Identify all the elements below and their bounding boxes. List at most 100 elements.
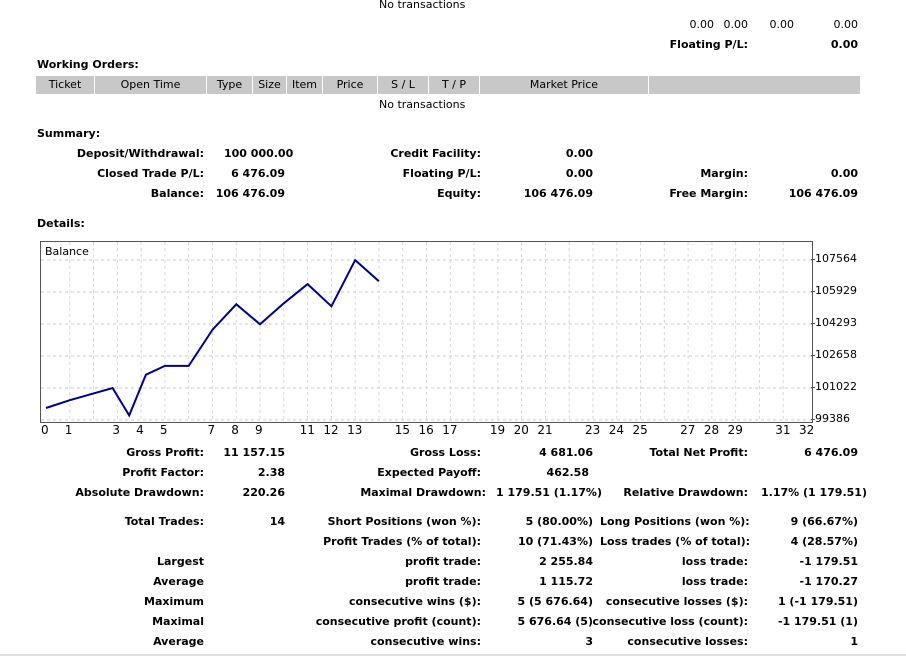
col-item[interactable]: Item — [287, 76, 323, 94]
y-tick-label: 105929 — [815, 283, 857, 297]
total-value-1: 0.00 — [689, 18, 715, 31]
largest-label: Largest — [157, 555, 204, 568]
balance-label: Balance: — [150, 187, 204, 200]
expected-payoff-value: 462.58 — [546, 466, 589, 479]
x-tick-label: 3 — [112, 423, 120, 437]
equity-value: 106 476.09 — [523, 187, 593, 200]
gross-profit-label: Gross Profit: — [126, 446, 204, 459]
summary-title: Summary: — [37, 127, 101, 140]
working-orders-header: Ticket Open Time Type Size Item Price S … — [36, 76, 860, 94]
y-tick-label: 107564 — [815, 252, 857, 265]
total-value-4: 0.00 — [833, 18, 859, 31]
maximal-profit-label: consecutive profit (count): — [315, 615, 481, 628]
deposit-label: Deposit/Withdrawal: — [76, 147, 204, 160]
avg-losses-value: 1 — [850, 635, 858, 648]
largest-profit-label: profit trade: — [405, 555, 481, 568]
x-tick-label: 1 — [64, 423, 73, 437]
maximal-loss-label: consecutive loss (count): — [592, 615, 748, 628]
summary-floating-label: Floating P/L: — [402, 167, 481, 180]
free-margin-label: Free Margin: — [669, 187, 748, 200]
maximal-label: Maximal — [152, 615, 204, 628]
total-trades-value: 14 — [269, 515, 285, 528]
loss-trades-label: Loss trades (% of total): — [600, 535, 751, 548]
closed-pl-label: Closed Trade P/L: — [97, 167, 204, 180]
col-type[interactable]: Type — [207, 76, 253, 94]
working-orders-title: Working Orders: — [37, 58, 139, 71]
max-wins-value: 5 (5 676.64) — [517, 595, 593, 608]
col-tp[interactable]: T / P — [429, 76, 480, 94]
avg-loss-label: loss trade: — [681, 575, 748, 588]
balance-value: 106 476.09 — [215, 187, 285, 200]
y-tick-label: 101022 — [815, 379, 857, 393]
col-market-price[interactable]: Market Price — [480, 76, 649, 94]
x-tick-label: 28 — [703, 423, 720, 437]
y-tick-mark — [811, 386, 815, 388]
x-tick-label: 27 — [680, 423, 696, 437]
x-tick-label: 20 — [513, 423, 529, 437]
short-positions-value: 5 (80.00%) — [525, 515, 593, 528]
details-title: Details: — [37, 217, 85, 230]
col-open-time[interactable]: Open Time — [95, 76, 207, 94]
x-tick-label: 24 — [608, 423, 625, 437]
gross-profit-value: 11 157.15 — [223, 446, 285, 459]
rel-drawdown-value: 1.17% (1 179.51) — [761, 486, 867, 499]
working-orders-empty-text: No transactions — [379, 98, 466, 111]
floating-pl-value: 0.00 — [830, 38, 858, 51]
x-tick-label: 0 — [41, 423, 49, 437]
x-tick-label: 25 — [632, 423, 648, 437]
credit-value: 0.00 — [565, 147, 593, 160]
max-drawdown-label: Maximal Drawdown: — [360, 486, 486, 499]
y-tick-label: 99386 — [815, 412, 850, 425]
loss-trades-value: 4 (28.57%) — [790, 535, 858, 548]
largest-loss-label: loss trade: — [681, 555, 748, 568]
short-positions-label: Short Positions (won %): — [327, 515, 481, 528]
col-empty — [649, 76, 860, 94]
total-value-2: 0.00 — [723, 18, 749, 31]
largest-loss-value: -1 179.51 — [799, 555, 859, 568]
y-tick-label: 102658 — [815, 347, 857, 361]
deposit-value: 100 000.00 — [224, 147, 294, 160]
net-profit-value: 6 476.09 — [804, 446, 858, 459]
closed-pl-value: 6 476.09 — [231, 167, 285, 180]
largest-profit-value: 2 255.84 — [539, 555, 593, 568]
max-losses-label: consecutive losses ($): — [605, 595, 748, 608]
bottom-divider — [0, 654, 906, 656]
x-tick-label: 29 — [727, 423, 743, 437]
avg-loss-value: -1 170.27 — [799, 575, 859, 588]
positions-empty-text: No transactions — [379, 0, 466, 11]
col-price[interactable]: Price — [323, 76, 378, 94]
y-tick-mark — [811, 354, 815, 356]
x-tick-label: 7 — [207, 423, 216, 437]
col-sl[interactable]: S / L — [378, 76, 429, 94]
gross-loss-value: 4 681.06 — [539, 446, 593, 459]
balance-line — [45, 258, 380, 418]
x-tick-label: 21 — [537, 423, 553, 437]
x-tick-label: 4 — [136, 423, 144, 437]
abs-drawdown-value: 220.26 — [242, 486, 285, 499]
y-tick-mark — [811, 322, 815, 324]
avg-profit-value: 1 115.72 — [539, 575, 593, 588]
x-tick-label: 16 — [418, 423, 434, 437]
expected-payoff-label: Expected Payoff: — [377, 466, 481, 479]
avg-wins-value: 3 — [585, 635, 593, 648]
x-tick-label: 13 — [347, 423, 363, 437]
y-tick-mark — [811, 259, 815, 260]
rel-drawdown-label: Relative Drawdown: — [623, 486, 748, 499]
equity-label: Equity: — [437, 187, 481, 200]
x-tick-label: 17 — [442, 423, 458, 437]
chart-title: Balance — [45, 245, 89, 258]
x-tick-label: 15 — [394, 423, 410, 437]
y-tick-mark — [811, 290, 815, 292]
total-trades-label: Total Trades: — [124, 515, 204, 528]
col-size[interactable]: Size — [253, 76, 287, 94]
y-tick-mark — [811, 419, 815, 420]
col-ticket[interactable]: Ticket — [36, 76, 95, 94]
x-tick-label: 5 — [159, 423, 168, 437]
average2-label: Average — [153, 635, 204, 648]
y-tick-label: 104293 — [815, 315, 857, 329]
profit-trades-value: 10 (71.43%) — [517, 535, 593, 548]
total-value-3: 0.00 — [769, 18, 795, 31]
max-losses-value: 1 (-1 179.51) — [777, 595, 858, 608]
profit-factor-value: 2.38 — [257, 466, 285, 479]
margin-value: 0.00 — [830, 167, 858, 180]
